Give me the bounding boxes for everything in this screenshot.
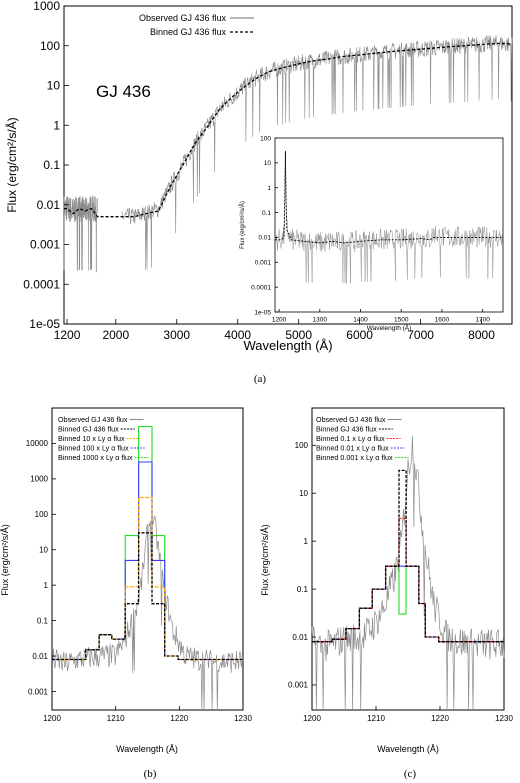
x-tick-label: 1220 [431, 714, 449, 723]
x-tick-label: 1200 [272, 317, 287, 324]
series-observed-flux-uv [63, 195, 98, 273]
y-tick-label: 10000 [26, 439, 49, 448]
x-tick-label: 3000 [163, 328, 190, 342]
inset-series-observed-flux [275, 151, 504, 284]
y-tick-label: 10 [47, 79, 61, 93]
x-tick-label: 1220 [170, 714, 188, 723]
y-tick-label: 1e-05 [29, 317, 60, 331]
inset-series-binned-flux [275, 150, 503, 244]
y-tick-label: 0.001 [30, 238, 60, 252]
y-tick-label: 1000 [33, 0, 60, 13]
legend-label-binned-0-01-x-ly-flux: Binned 0.01 x Ly α flux [316, 444, 389, 453]
y-tick-label: 100 [260, 135, 271, 142]
y-axis-label-c: Flux (erg/cm²/s/Å) [260, 524, 270, 596]
legend-a-observed-label: Observed GJ 436 flux [139, 13, 227, 23]
x-tick-label: 1300 [313, 317, 328, 324]
x-tick-label: 7000 [407, 328, 434, 342]
legend-a-binned-label: Binned GJ 436 flux [150, 27, 227, 37]
y-axis-label-inset: Flux (erg/cm²/s/Å) [239, 201, 246, 249]
x-tick-label: 1200 [43, 714, 61, 723]
y-axis-label-a: Flux (erg/cm²/s/Å) [4, 117, 19, 212]
plot-area-inset [274, 137, 504, 313]
legend-label-binned-1000-x-ly-flux: Binned 1000 x Ly α flux [58, 453, 133, 462]
x-tick-label: 5000 [285, 328, 312, 342]
inset-panel: 1200 1300 1400 1500 1600 1700 1e-05 0.0001 0.001… [239, 135, 504, 332]
legend-label-binned-gj-436-flux: Binned GJ 436 flux [58, 425, 119, 434]
x-tick-label: 1400 [353, 317, 368, 324]
legend-a: Observed GJ 436 flux Binned GJ 436 flux [139, 13, 254, 37]
y-tick-label: 0.1 [43, 158, 60, 172]
caption-c: (c) [404, 768, 417, 780]
y-tick-label: 0.0001 [251, 284, 271, 291]
y-tick-label: 0.1 [262, 210, 271, 217]
legend-label-observed-gj-436-flux: Observed GJ 436 flux [316, 415, 386, 424]
caption-a: (a) [254, 373, 267, 385]
legend-label-binned-0-001-x-ly-flux: Binned 0.001 x Ly α flux [316, 453, 393, 462]
y-tick-label: 0.1 [297, 585, 309, 594]
y-tick-label: 10 [299, 489, 308, 498]
y-tick-label: 1 [267, 185, 271, 192]
y-tick-label: 100 [40, 39, 60, 53]
x-axis-label-c: Wavelength (Å) [377, 744, 439, 754]
x-tick-label: 1210 [107, 714, 125, 723]
y-tick-label: 0.01 [292, 633, 308, 642]
x-axis-label-inset: Wavelength (Å) [367, 323, 412, 332]
y-tick-label: 0.001 [288, 681, 309, 690]
panel-a: 1200 2000 3000 4000 5000 6000 7000 8000 1e-05 0.0… [4, 0, 513, 385]
series-observed-flux [51, 503, 244, 711]
y-tick-label: 10 [264, 160, 272, 167]
series-binned-flux [64, 42, 513, 218]
star-annotation: GJ 436 [96, 82, 151, 101]
y-tick-label: 0.01 [32, 652, 48, 661]
legend-label-binned-100-x-ly-flux: Binned 100 x Ly α flux [58, 444, 129, 453]
series-observed-flux [311, 435, 505, 711]
x-tick-label: 1500 [394, 317, 409, 324]
caption-b: (b) [144, 768, 157, 780]
x-tick-label: 1200 [303, 714, 321, 723]
y-tick-label: 100 [35, 510, 49, 519]
x-tick-label: 2000 [102, 328, 129, 342]
x-tick-label: 1230 [495, 714, 513, 723]
series-binned-gj-436-flux [52, 532, 243, 661]
y-axis-label-b: Flux (erg/cm²/s/Å) [0, 524, 10, 596]
legend-label-binned-gj-436-flux: Binned GJ 436 flux [316, 425, 377, 434]
x-tick-label: 6000 [346, 328, 373, 342]
x-axis-label-a: Wavelength (Å) [243, 338, 332, 353]
y-tick-label: 1e-05 [254, 309, 271, 316]
legend-label-binned-10-x-ly-flux: Binned 10 x Ly α flux [58, 434, 125, 443]
legend-label-binned-0-1-x-ly-flux: Binned 0.1 x Ly α flux [316, 434, 385, 443]
x-tick-label: 8000 [468, 328, 495, 342]
x-tick-label: 1600 [435, 317, 450, 324]
panel-c: 1200 1210 1220 1230 0.001 0.01 0.1 1 10 100 Obser… [260, 407, 513, 780]
y-tick-label: 1 [44, 581, 49, 590]
y-tick-label: 0.1 [37, 616, 49, 625]
series-observed-flux [121, 35, 513, 271]
y-tick-label: 0.001 [255, 260, 272, 267]
x-tick-label: 1200 [54, 328, 81, 342]
y-tick-label: 10 [39, 546, 48, 555]
x-axis-label-b: Wavelength (Å) [116, 744, 178, 754]
y-tick-label: 100 [295, 441, 309, 450]
y-tick-label: 0.01 [258, 235, 271, 242]
y-tick-label: 0.01 [37, 198, 61, 212]
y-tick-label: 0.001 [28, 687, 49, 696]
panel-b: 1200 1210 1220 1230 0.001 0.01 0.1 1 10 100 1000 10… [0, 407, 252, 780]
y-tick-label: 1000 [30, 475, 48, 484]
x-tick-label: 1230 [234, 714, 252, 723]
series-binned-gj-436-flux [312, 469, 504, 643]
legend-label-observed-gj-436-flux: Observed GJ 436 flux [58, 415, 128, 424]
y-tick-label: 1 [53, 118, 60, 132]
x-tick-label: 1210 [367, 714, 385, 723]
x-tick-label: 1700 [475, 317, 490, 324]
y-tick-label: 0.0001 [23, 277, 60, 291]
y-tick-label: 1 [304, 537, 309, 546]
x-tick-label: 4000 [224, 328, 251, 342]
